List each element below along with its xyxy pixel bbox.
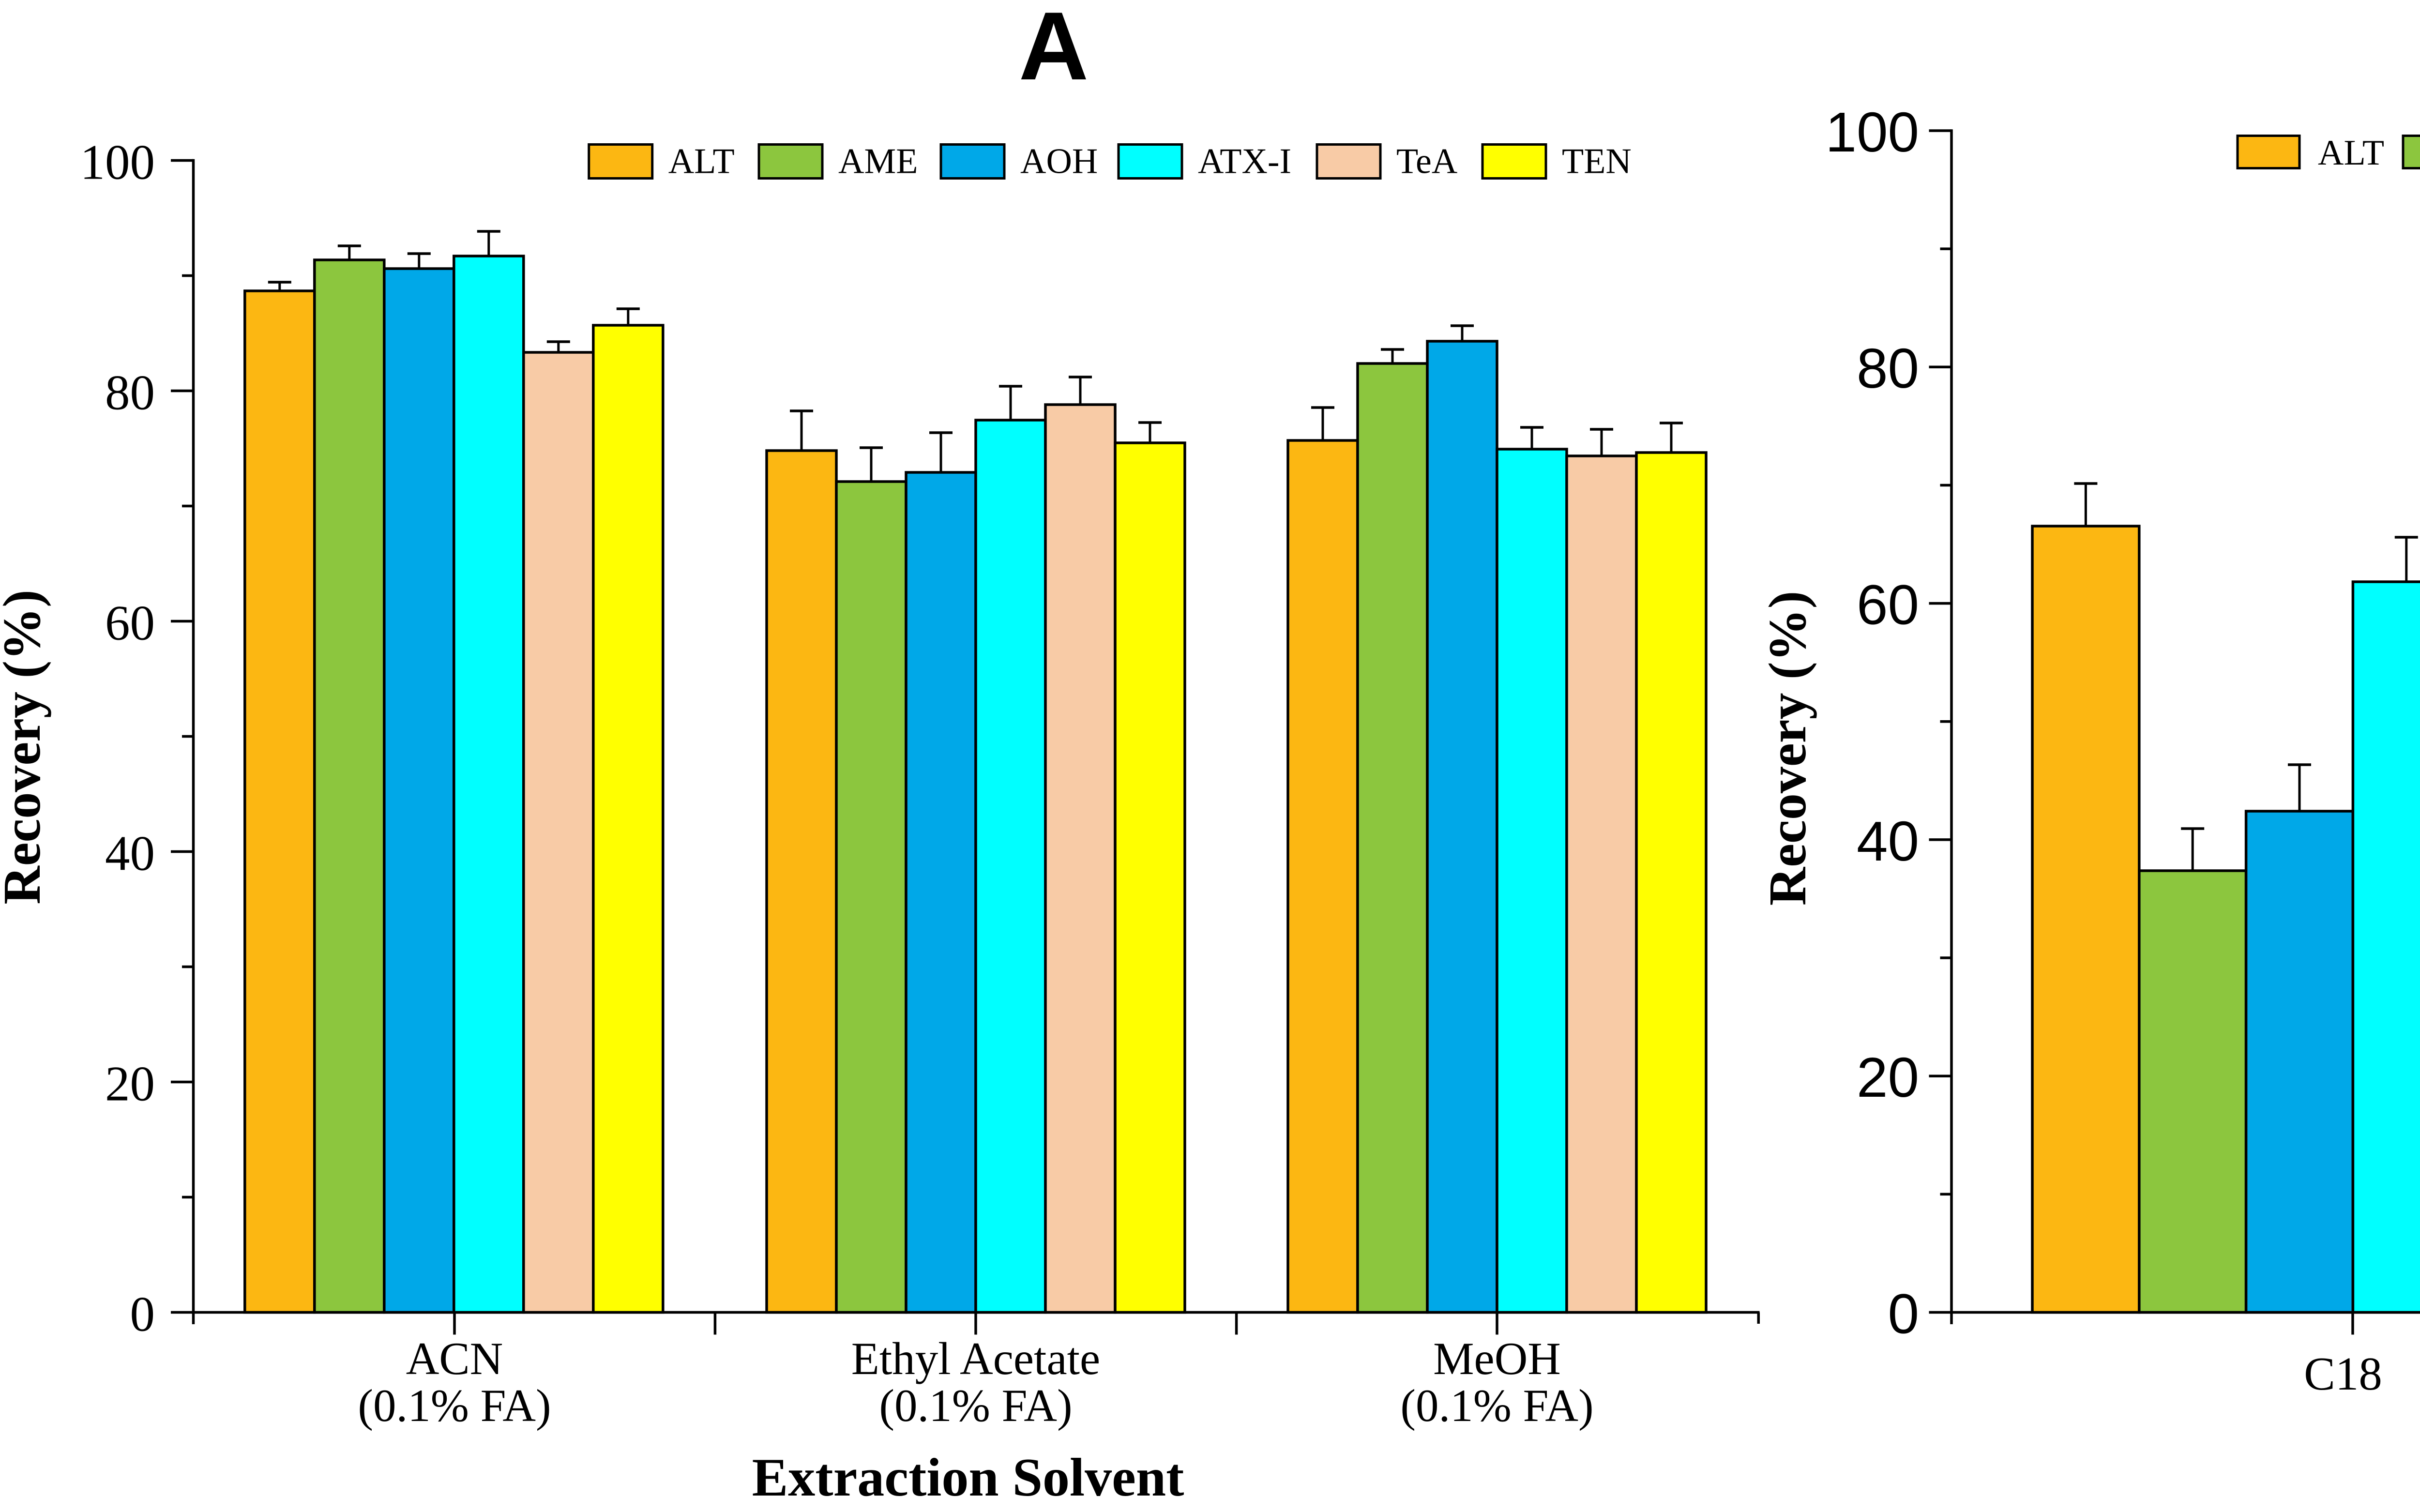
svg-text:Ethyl Acetate: Ethyl Acetate bbox=[851, 1333, 1100, 1384]
svg-text:60: 60 bbox=[1857, 574, 1919, 636]
svg-text:40: 40 bbox=[1857, 810, 1919, 873]
svg-text:AOH: AOH bbox=[1020, 142, 1098, 181]
svg-text:20: 20 bbox=[105, 1057, 155, 1112]
svg-text:AME: AME bbox=[838, 142, 918, 181]
svg-text:TEN: TEN bbox=[1562, 142, 1632, 181]
svg-text:(0.1% FA): (0.1% FA) bbox=[358, 1380, 551, 1431]
svg-text:80: 80 bbox=[105, 365, 155, 421]
svg-text:80: 80 bbox=[1857, 337, 1919, 400]
svg-text:A: A bbox=[1019, 0, 1089, 100]
svg-text:40: 40 bbox=[105, 826, 155, 881]
svg-text:ATX-I: ATX-I bbox=[1198, 142, 1291, 181]
svg-text:TeA: TeA bbox=[1396, 142, 1457, 181]
svg-text:ACN: ACN bbox=[406, 1333, 503, 1384]
svg-text:ALT: ALT bbox=[2318, 133, 2384, 173]
svg-text:ALT: ALT bbox=[668, 142, 735, 181]
svg-text:(0.1% FA): (0.1% FA) bbox=[879, 1380, 1072, 1431]
svg-text:C18: C18 bbox=[2304, 1348, 2382, 1400]
svg-text:Extraction Solvent: Extraction Solvent bbox=[752, 1448, 1184, 1508]
svg-text:100: 100 bbox=[80, 135, 155, 190]
svg-text:60: 60 bbox=[105, 596, 155, 651]
svg-text:MeOH: MeOH bbox=[1433, 1333, 1561, 1384]
svg-text:20: 20 bbox=[1857, 1046, 1919, 1109]
svg-text:Recovery (%): Recovery (%) bbox=[1758, 591, 1817, 906]
svg-text:0: 0 bbox=[1888, 1282, 1919, 1345]
svg-text:0: 0 bbox=[130, 1287, 155, 1342]
svg-text:100: 100 bbox=[1825, 101, 1919, 164]
svg-text:(0.1% FA): (0.1% FA) bbox=[1400, 1380, 1593, 1431]
svg-text:Recovery (%): Recovery (%) bbox=[0, 590, 51, 905]
